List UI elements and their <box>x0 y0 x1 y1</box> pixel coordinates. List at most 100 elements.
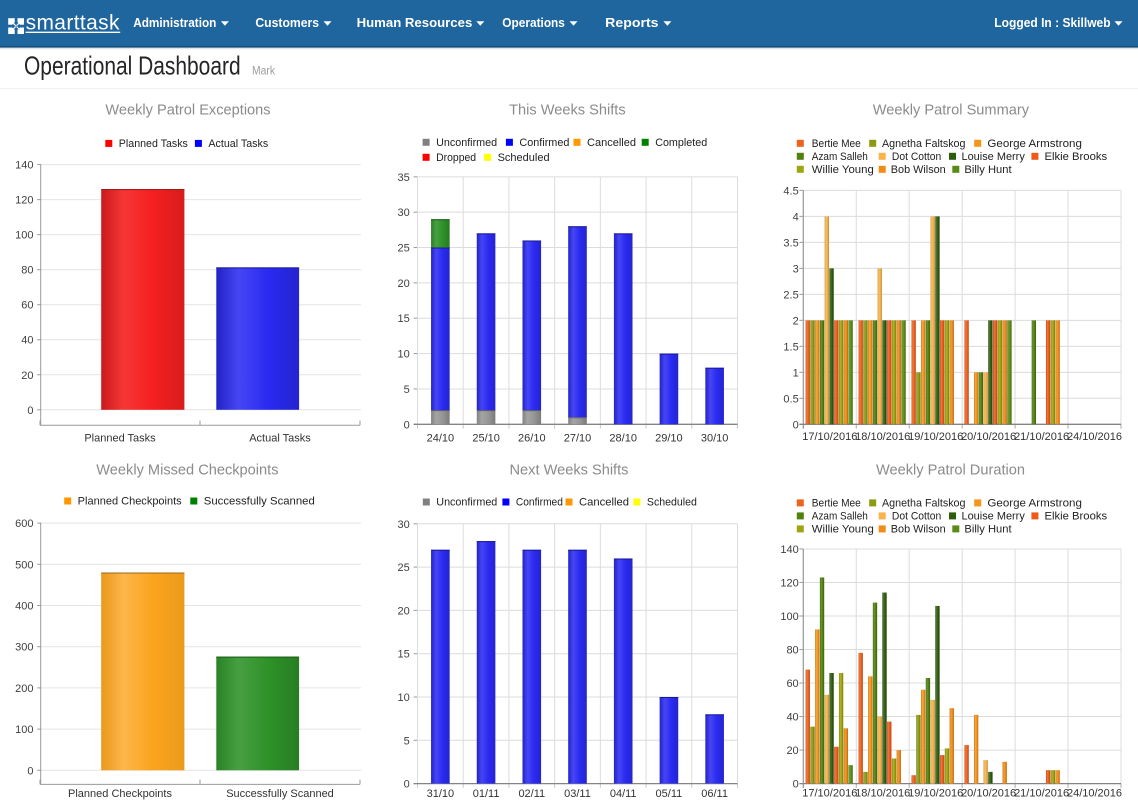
svg-text:Bertie Mee: Bertie Mee <box>812 138 861 150</box>
svg-text:Dot Cotton: Dot Cotton <box>892 151 941 163</box>
svg-text:Next Weeks Shifts: Next Weeks Shifts <box>510 462 629 478</box>
svg-text:Unconfirmed: Unconfirmed <box>436 497 497 509</box>
svg-text:Weekly Missed Checkpoints: Weekly Missed Checkpoints <box>96 462 278 478</box>
svg-text:19/10/2016: 19/10/2016 <box>908 431 963 443</box>
svg-text:31/10: 31/10 <box>427 788 455 800</box>
svg-text:28/10: 28/10 <box>609 432 637 444</box>
svg-text:10: 10 <box>398 349 410 361</box>
svg-text:05/11: 05/11 <box>656 788 683 800</box>
svg-text:18/10/2016: 18/10/2016 <box>855 431 910 443</box>
svg-text:Azam Salleh: Azam Salleh <box>812 151 868 163</box>
svg-text:Operations: Operations <box>502 15 565 30</box>
svg-text:Dropped: Dropped <box>436 152 476 164</box>
svg-text:40: 40 <box>786 712 798 724</box>
svg-text:0: 0 <box>793 779 799 791</box>
svg-text:Bertie Mee: Bertie Mee <box>812 497 861 509</box>
svg-text:George Armstrong: George Armstrong <box>987 138 1082 150</box>
svg-text:20/10/2016: 20/10/2016 <box>961 787 1016 799</box>
svg-text:18/10/2016: 18/10/2016 <box>855 787 910 799</box>
svg-text:3: 3 <box>793 263 799 275</box>
svg-text:200: 200 <box>15 683 33 695</box>
svg-text:Agnetha Faltskog: Agnetha Faltskog <box>882 497 966 509</box>
svg-text:19/10/2016: 19/10/2016 <box>908 787 963 799</box>
svg-text:1: 1 <box>793 367 799 379</box>
svg-text:40: 40 <box>21 335 33 347</box>
svg-text:Scheduled: Scheduled <box>647 497 697 509</box>
svg-text:21/10/2016: 21/10/2016 <box>1014 431 1069 443</box>
svg-text:20: 20 <box>398 605 410 617</box>
svg-text:35: 35 <box>398 172 410 184</box>
svg-text:24/10: 24/10 <box>427 432 455 444</box>
svg-text:100: 100 <box>780 611 798 623</box>
svg-text:120: 120 <box>15 195 33 207</box>
svg-text:Elkie Brooks: Elkie Brooks <box>1045 510 1108 522</box>
svg-text:25: 25 <box>398 243 410 255</box>
svg-text:Cancelled: Cancelled <box>579 497 629 509</box>
svg-text:George Armstrong: George Armstrong <box>987 497 1082 509</box>
svg-text:Weekly Patrol Summary: Weekly Patrol Summary <box>873 102 1030 118</box>
svg-text:Willie Young: Willie Young <box>812 164 874 176</box>
svg-text:60: 60 <box>786 678 798 690</box>
svg-text:Operational Dashboard: Operational Dashboard <box>24 50 241 80</box>
svg-text:Planned Tasks: Planned Tasks <box>84 432 156 444</box>
svg-text:15: 15 <box>398 649 410 661</box>
svg-text:Weekly Patrol Exceptions: Weekly Patrol Exceptions <box>105 102 270 118</box>
svg-text:0: 0 <box>27 765 33 777</box>
svg-text:2: 2 <box>793 315 799 327</box>
svg-text:5: 5 <box>404 384 410 396</box>
svg-text:20: 20 <box>786 745 798 757</box>
svg-text:smarttask: smarttask <box>26 12 120 35</box>
svg-text:20: 20 <box>21 370 33 382</box>
svg-text:0: 0 <box>404 779 410 791</box>
svg-text:5: 5 <box>404 735 410 747</box>
svg-text:Azam Salleh: Azam Salleh <box>812 510 868 522</box>
svg-text:Elkie Brooks: Elkie Brooks <box>1045 151 1108 163</box>
svg-text:0: 0 <box>27 405 33 417</box>
svg-text:0: 0 <box>793 419 799 431</box>
svg-text:Louise Merry: Louise Merry <box>962 151 1026 163</box>
svg-text:03/11: 03/11 <box>564 788 591 800</box>
svg-text:30: 30 <box>398 207 410 219</box>
svg-text:Administration: Administration <box>133 15 216 30</box>
svg-text:06/11: 06/11 <box>701 788 728 800</box>
svg-text:Confirmed: Confirmed <box>516 497 563 509</box>
svg-text:600: 600 <box>15 518 33 530</box>
svg-text:60: 60 <box>21 300 33 312</box>
svg-text:Planned Tasks: Planned Tasks <box>119 138 189 150</box>
svg-text:15: 15 <box>398 313 410 325</box>
svg-text:120: 120 <box>780 578 798 590</box>
svg-text:Logged In : Skillweb: Logged In : Skillweb <box>994 15 1110 30</box>
svg-text:Willie Young: Willie Young <box>812 523 874 535</box>
svg-text:Agnetha Faltskog: Agnetha Faltskog <box>882 138 966 150</box>
svg-text:Human Resources: Human Resources <box>357 15 473 30</box>
svg-text:1.5: 1.5 <box>783 341 798 353</box>
svg-text:0.5: 0.5 <box>783 393 798 405</box>
svg-text:20: 20 <box>398 278 410 290</box>
svg-text:Actual Tasks: Actual Tasks <box>208 138 268 150</box>
svg-text:This Weeks Shifts: This Weeks Shifts <box>509 102 626 118</box>
svg-text:Weekly Patrol Duration: Weekly Patrol Duration <box>876 462 1025 478</box>
svg-text:Confirmed: Confirmed <box>519 137 569 149</box>
svg-text:29/10: 29/10 <box>655 432 683 444</box>
svg-text:24/10/2016: 24/10/2016 <box>1067 787 1122 799</box>
svg-text:Planned Checkpoints: Planned Checkpoints <box>78 496 182 508</box>
svg-text:30/10: 30/10 <box>701 432 729 444</box>
svg-text:100: 100 <box>15 724 33 736</box>
svg-text:26/10: 26/10 <box>518 432 546 444</box>
svg-text:Successfully Scanned: Successfully Scanned <box>204 496 315 508</box>
svg-text:Mark: Mark <box>252 65 275 77</box>
svg-text:04/11: 04/11 <box>610 788 637 800</box>
svg-text:Billy Hunt: Billy Hunt <box>964 523 1011 535</box>
svg-text:17/10/2016: 17/10/2016 <box>802 787 857 799</box>
svg-text:Actual Tasks: Actual Tasks <box>249 432 311 444</box>
svg-text:500: 500 <box>15 559 33 571</box>
svg-text:Dot Cotton: Dot Cotton <box>892 510 941 522</box>
svg-text:24/10/2016: 24/10/2016 <box>1067 431 1122 443</box>
svg-text:Completed: Completed <box>655 137 707 149</box>
svg-text:Cancelled: Cancelled <box>587 137 636 149</box>
svg-text:27/10: 27/10 <box>564 432 592 444</box>
svg-text:Successfully Scanned: Successfully Scanned <box>226 788 334 800</box>
svg-text:17/10/2016: 17/10/2016 <box>802 431 857 443</box>
svg-text:400: 400 <box>15 601 33 613</box>
svg-text:Customers: Customers <box>255 15 319 30</box>
